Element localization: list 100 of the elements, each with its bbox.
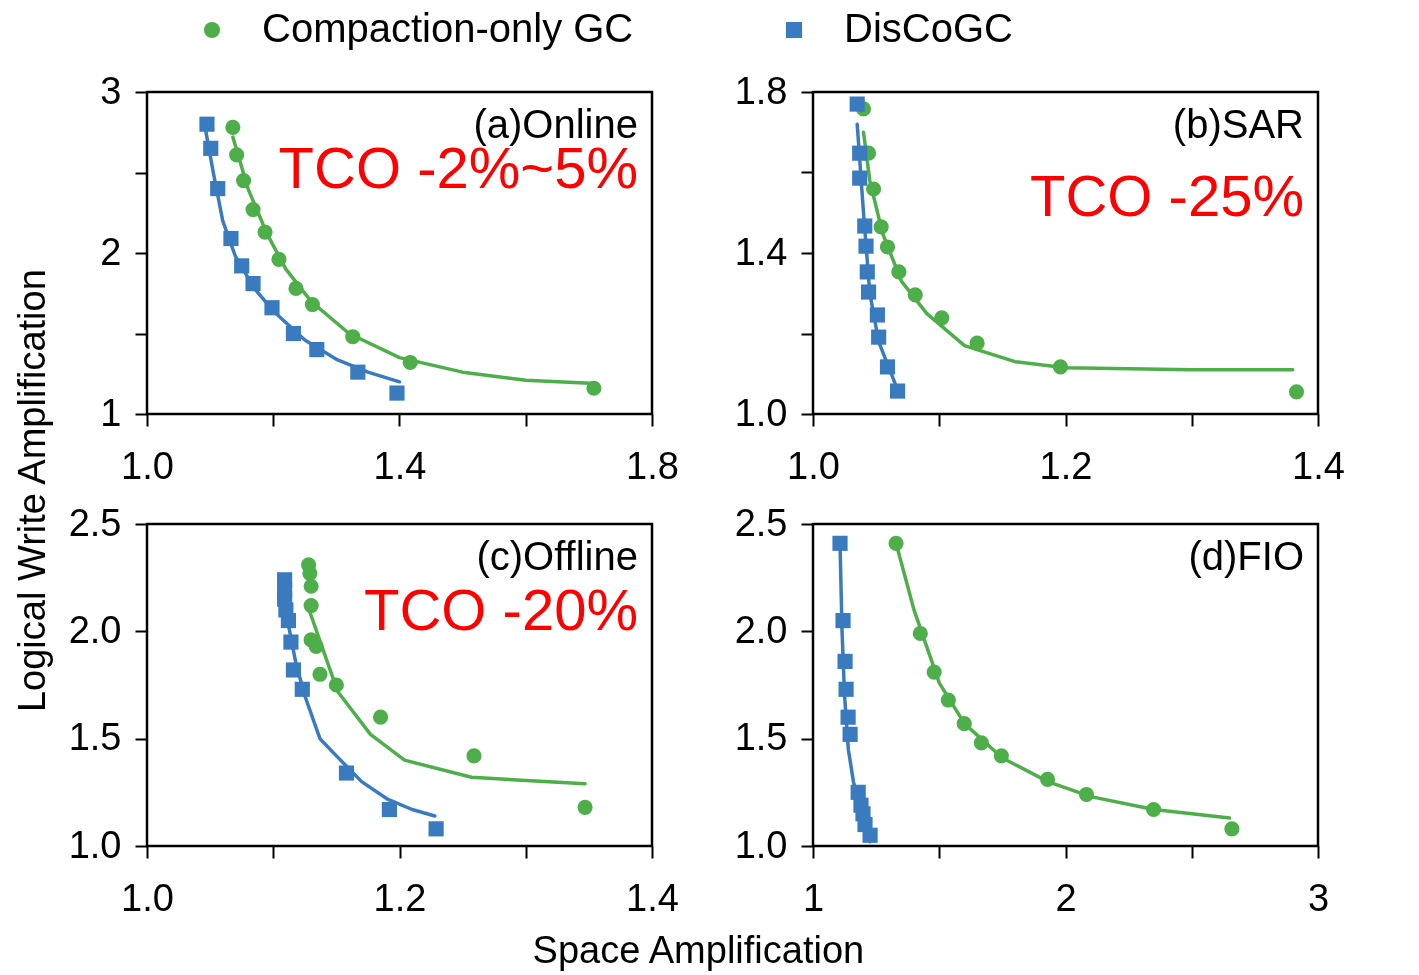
annotation: (c)Offline: [476, 534, 638, 578]
point: [303, 598, 319, 614]
point: [993, 748, 1009, 764]
x-tick-label: 1.2: [1039, 444, 1093, 487]
x-tick-label: 1.4: [626, 876, 679, 919]
y-tick-label: 1.0: [68, 823, 122, 866]
y-tick-label: 1.0: [734, 823, 788, 866]
point: [973, 735, 989, 751]
point: [840, 709, 856, 725]
legend-label: DisCoGC: [844, 6, 1013, 50]
point: [862, 827, 878, 843]
point: [832, 535, 848, 551]
point: [223, 230, 239, 247]
x-tick-label: 1.0: [787, 444, 840, 487]
point: [372, 709, 389, 725]
point: [328, 677, 344, 693]
legend-label: Compaction-only GC: [262, 6, 634, 50]
point: [309, 342, 325, 358]
point: [402, 354, 418, 371]
point: [890, 383, 906, 399]
y-tick-label: 2: [100, 230, 122, 273]
point: [350, 364, 366, 380]
point: [871, 329, 887, 345]
point: [860, 284, 877, 300]
x-tick-label: 1: [802, 876, 825, 919]
point: [837, 653, 853, 669]
point: [210, 181, 226, 197]
annotation: TCO -25%: [1030, 163, 1304, 228]
point: [389, 385, 405, 401]
point: [857, 218, 873, 234]
point: [294, 681, 310, 697]
x-tick-label: 1.4: [1292, 444, 1345, 487]
x-tick-label: 2: [1055, 876, 1077, 919]
point: [907, 287, 923, 303]
point: [1078, 786, 1095, 803]
point: [1288, 384, 1305, 400]
point: [1039, 771, 1056, 788]
point: [234, 258, 250, 274]
x-tick-label: 3: [1307, 876, 1330, 919]
point: [203, 140, 219, 156]
point: [264, 300, 280, 316]
point: [381, 801, 397, 818]
point: [1052, 359, 1069, 375]
y-tick-label: 1.5: [734, 716, 788, 759]
point: [245, 201, 261, 218]
point: [879, 359, 896, 375]
point: [304, 296, 320, 313]
point: [866, 181, 882, 197]
y-tick-label: 1.0: [734, 391, 788, 434]
point: [285, 662, 302, 678]
point: [283, 634, 299, 650]
point: [236, 172, 252, 189]
point: [577, 799, 593, 815]
point: [271, 251, 287, 268]
y-tick-label: 2.5: [68, 501, 122, 544]
y-tick-label: 1: [100, 391, 122, 434]
x-tick-label: 1.4: [373, 444, 427, 487]
point: [858, 238, 874, 254]
y-tick-label: 2.0: [734, 608, 788, 651]
point: [926, 664, 942, 680]
point: [338, 765, 355, 781]
point: [245, 276, 261, 292]
point: [285, 325, 302, 342]
point: [934, 310, 950, 326]
point: [859, 264, 875, 280]
point: [466, 748, 482, 764]
point: [428, 821, 444, 837]
point: [842, 726, 858, 742]
point: [199, 116, 215, 132]
point: [229, 147, 245, 163]
y-axis-title: Logical Write Amplification: [10, 269, 53, 713]
y-tick-label: 3: [100, 69, 122, 112]
y-tick-label: 2.0: [68, 608, 122, 651]
y-tick-label: 1.5: [68, 716, 122, 759]
point: [257, 224, 273, 240]
annotation: (b)SAR: [1172, 102, 1304, 146]
y-tick-label: 1.4: [734, 230, 788, 273]
point: [225, 119, 241, 135]
point: [345, 329, 361, 345]
point: [891, 264, 907, 280]
x-axis-title: Space Amplification: [532, 929, 865, 972]
y-tick-label: 2.5: [734, 501, 788, 544]
point: [1146, 801, 1162, 818]
point: [940, 692, 956, 708]
point: [873, 219, 889, 235]
annotation: (d)FIO: [1188, 534, 1304, 578]
point: [1224, 821, 1240, 837]
point: [869, 307, 885, 323]
point: [879, 239, 896, 255]
point: [280, 613, 296, 629]
point: [308, 638, 324, 654]
point: [835, 613, 851, 629]
y-tick-label: 1.8: [734, 69, 788, 112]
point: [586, 380, 602, 396]
point: [956, 716, 972, 732]
point: [969, 335, 985, 351]
annotation: TCO -20%: [364, 577, 638, 642]
point: [838, 681, 854, 697]
point: [312, 666, 328, 682]
point: [912, 625, 928, 642]
